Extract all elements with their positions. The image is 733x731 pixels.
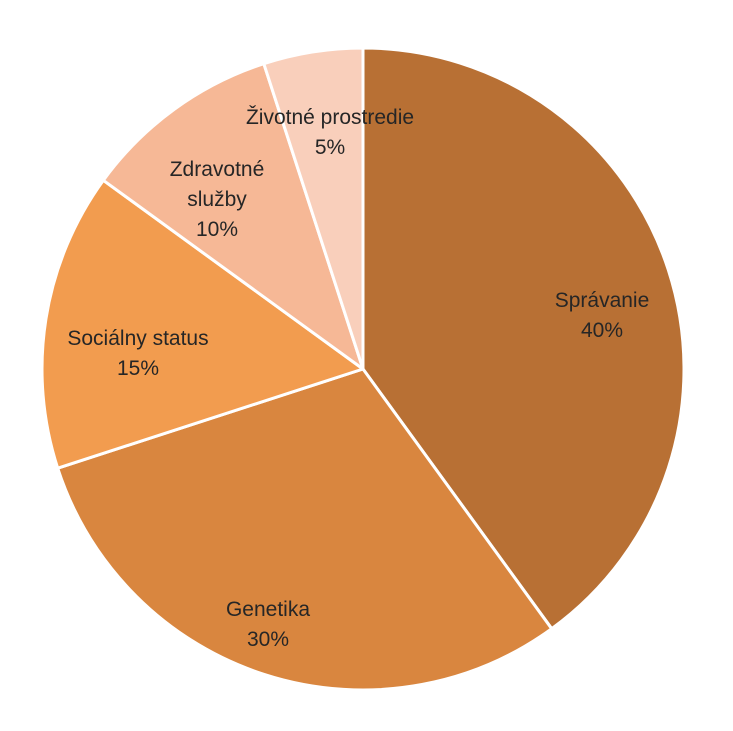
pie-category-label: služby — [187, 188, 247, 211]
pie-category-label: Sociálny status — [67, 327, 208, 350]
pie-category-label: Životné prostredie — [246, 106, 414, 129]
pie-slice-zdravotne-sluzby — [101, 62, 365, 371]
pie-value-label: 5% — [315, 136, 345, 159]
pie-category-label: Zdravotné — [170, 158, 265, 181]
pie-category-label: Správanie — [555, 289, 650, 312]
pie-slice-genetika — [56, 367, 554, 692]
pie-value-label: 30% — [247, 628, 289, 651]
pie-slices — [40, 46, 686, 692]
pie-labels: Správanie 40% Genetika 30% Sociálny status 15… — [67, 106, 649, 651]
pie-label-zdravotne-sluzby: Zdravotné služby 10% — [170, 158, 265, 241]
pie-slice-spravanie — [361, 46, 686, 631]
pie-label-genetika: Genetika 30% — [226, 598, 310, 651]
pie-category-label: Genetika — [226, 598, 310, 621]
pie-slice-socialny-status — [40, 178, 365, 470]
pie-value-label: 10% — [196, 218, 238, 241]
pie-label-socialny-status: Sociálny status 15% — [67, 327, 208, 380]
pie-label-spravanie: Správanie 40% — [555, 289, 650, 342]
pie-label-zivotne-prostredie: Životné prostredie 5% — [246, 106, 414, 159]
pie-slice-zivotne-prostredie — [262, 46, 365, 371]
pie-value-label: 40% — [581, 319, 623, 342]
pie-value-label: 15% — [117, 357, 159, 380]
